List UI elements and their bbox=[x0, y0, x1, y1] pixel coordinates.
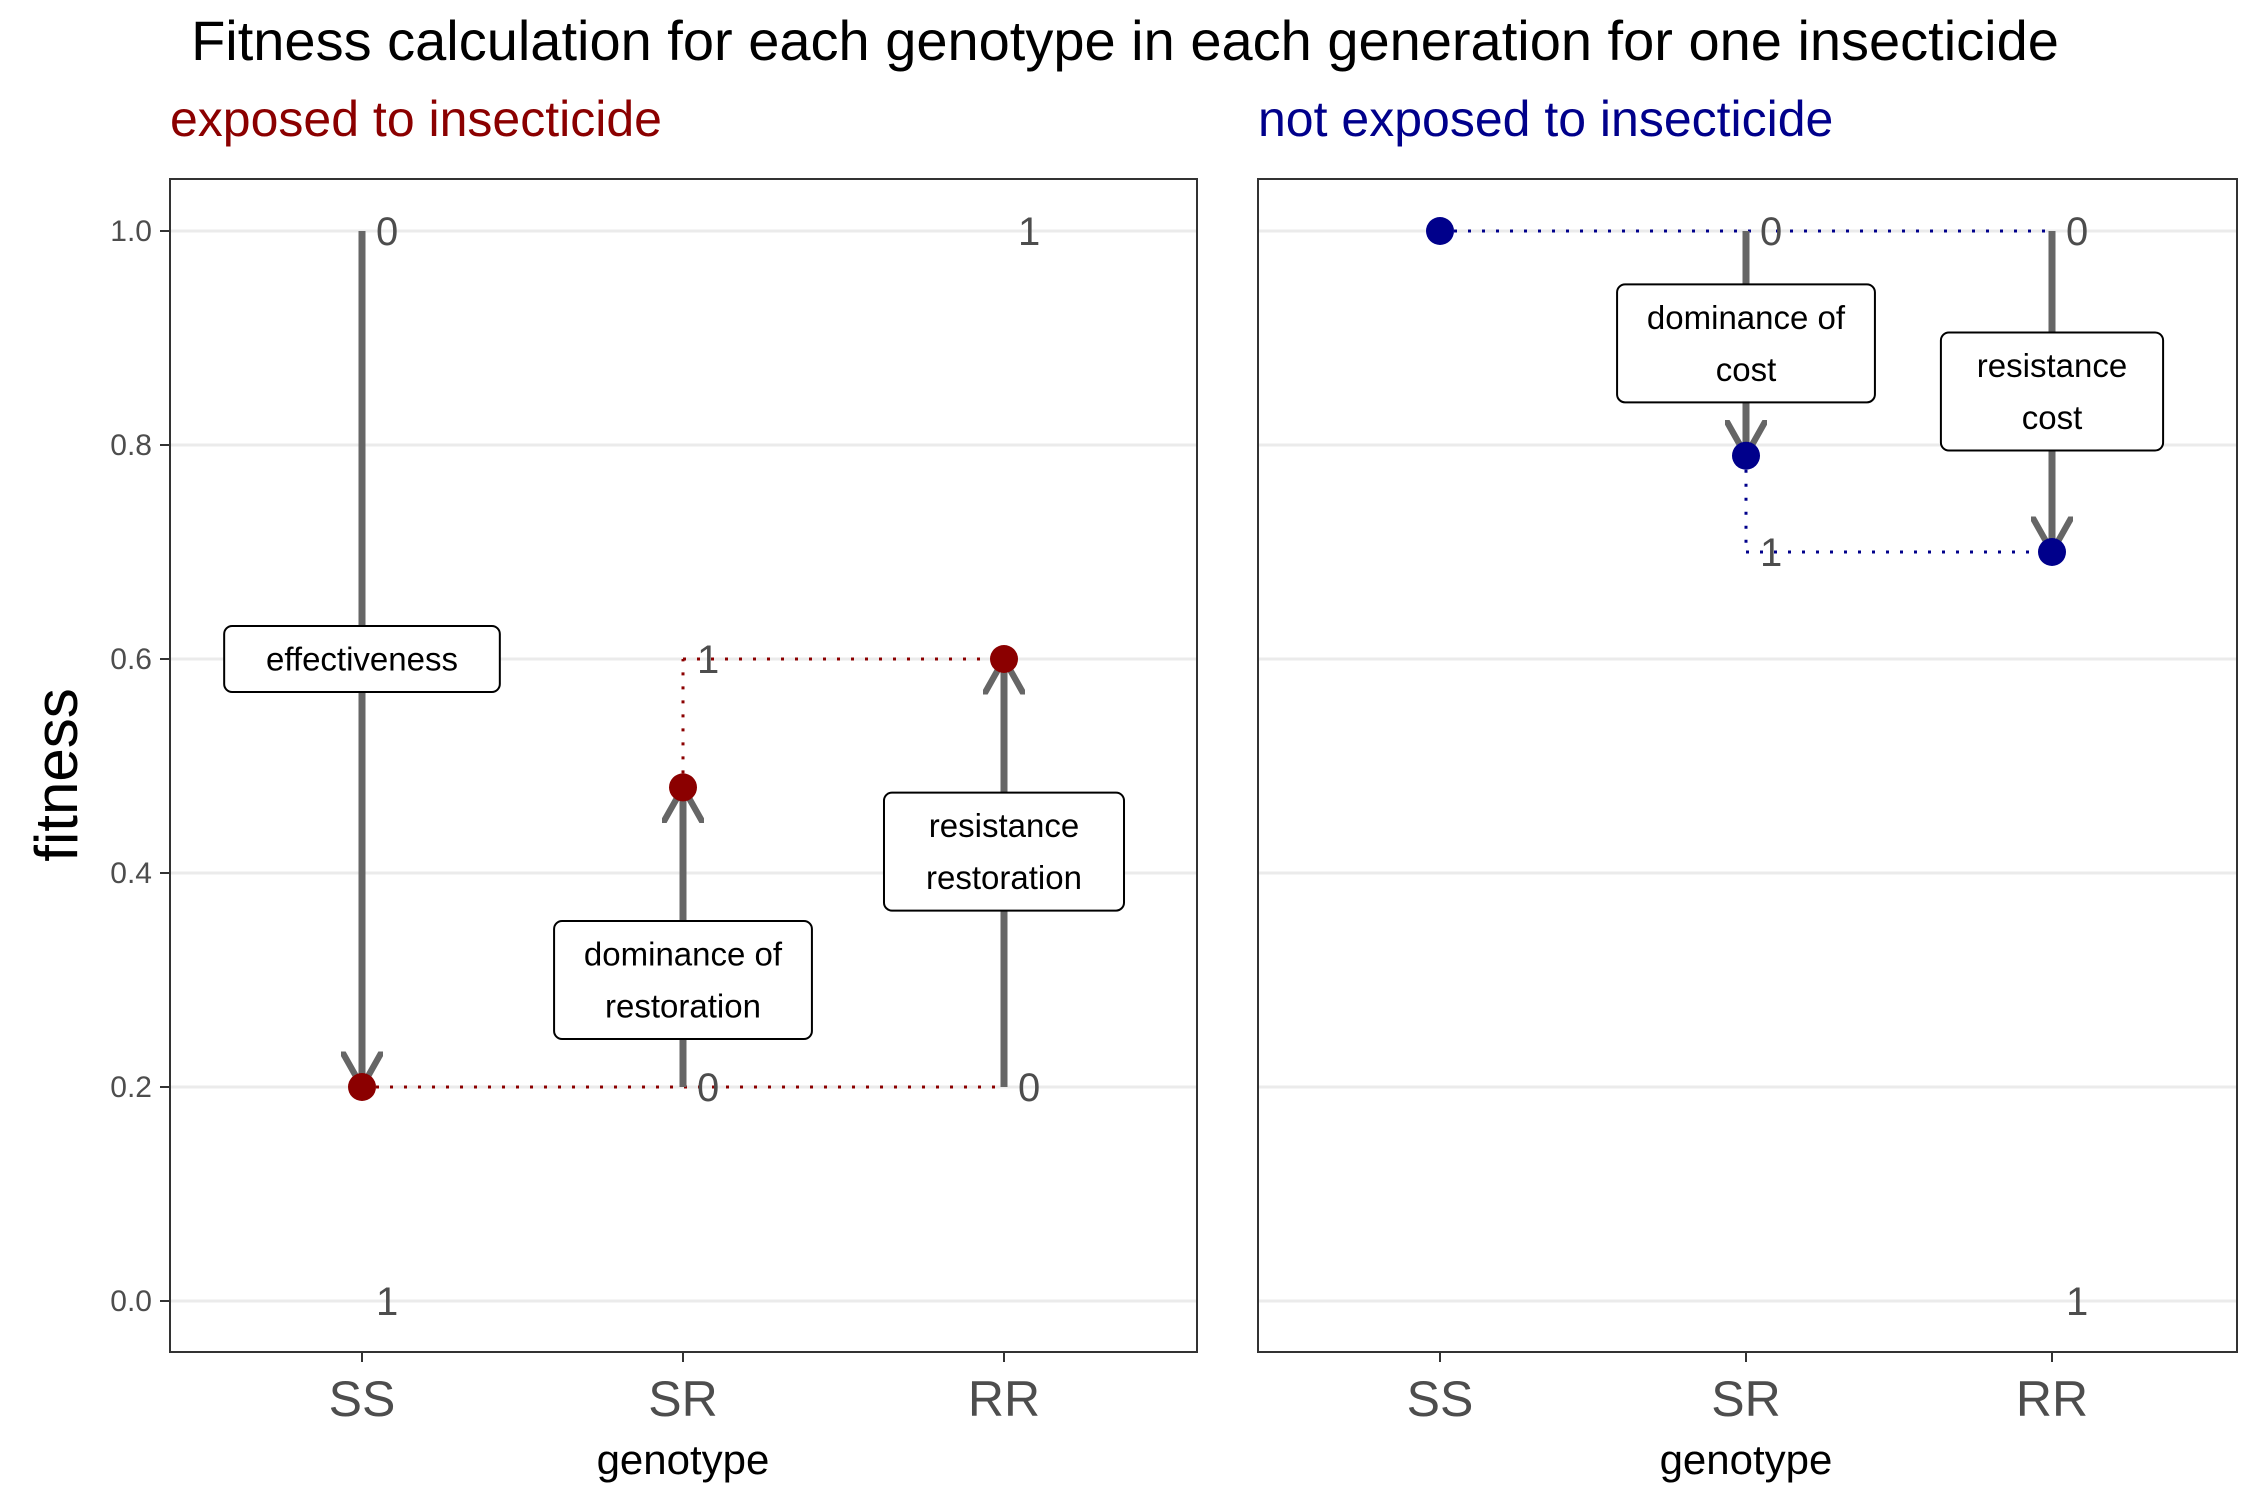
arrow-label: effectiveness bbox=[223, 625, 501, 693]
data-point bbox=[1426, 217, 1454, 245]
endpoint-label: 0 bbox=[697, 1066, 719, 1110]
label-box bbox=[1616, 283, 1876, 404]
data-point bbox=[348, 1073, 376, 1101]
arrow-label: resistance restoration bbox=[882, 791, 1126, 912]
label-box bbox=[223, 625, 501, 693]
label-text: dominance of bbox=[1647, 299, 1846, 336]
y-axis-label: fitness bbox=[23, 688, 90, 861]
x-tick-label: SS bbox=[1407, 1371, 1474, 1427]
panel-subtitle: exposed to insecticide bbox=[170, 91, 662, 147]
endpoint-label: 1 bbox=[1018, 210, 1040, 254]
label-text: resistance bbox=[1977, 347, 2127, 384]
y-tick-label: 0.4 bbox=[110, 857, 152, 890]
endpoint-label: 1 bbox=[376, 1280, 398, 1324]
data-point bbox=[1732, 441, 1760, 470]
endpoint-label: 1 bbox=[2066, 1280, 2088, 1324]
label-text: cost bbox=[2022, 399, 2083, 436]
y-tick-label: 0.0 bbox=[110, 1285, 152, 1318]
panel-border bbox=[1257, 178, 2238, 1353]
data-point bbox=[990, 645, 1018, 673]
y-tick-label: 1.0 bbox=[110, 215, 152, 248]
label-box bbox=[553, 920, 813, 1040]
label-box bbox=[1939, 331, 2165, 452]
x-tick-label: SR bbox=[1711, 1371, 1780, 1427]
endpoint-label: 0 bbox=[1018, 1066, 1040, 1110]
label-text: restoration bbox=[926, 859, 1082, 896]
arrow-label: dominance of cost bbox=[1616, 283, 1876, 404]
data-point bbox=[2038, 538, 2066, 566]
x-axis-label: genotype bbox=[1660, 1436, 1833, 1483]
endpoint-label: 1 bbox=[1760, 531, 1782, 575]
y-tick-label: 0.8 bbox=[110, 429, 152, 462]
data-point bbox=[669, 773, 697, 802]
x-axis-label: genotype bbox=[597, 1436, 770, 1483]
arrow-label: dominance of restoration bbox=[553, 920, 813, 1040]
panel-border bbox=[169, 178, 1198, 1353]
y-tick-label: 0.2 bbox=[110, 1071, 152, 1104]
endpoint-label: 0 bbox=[2066, 210, 2088, 254]
y-tick-label: 0.6 bbox=[110, 643, 152, 676]
endpoint-label: 1 bbox=[697, 638, 719, 682]
label-text: resistance bbox=[929, 807, 1079, 844]
x-tick-label: RR bbox=[2016, 1371, 2088, 1427]
label-text: cost bbox=[1716, 351, 1777, 388]
label-text: dominance of bbox=[584, 936, 783, 973]
panel-exposed: 0.0 0.2 0.4 0.6 0.8 1.0 SS SR RR genotype exposed … bbox=[110, 91, 1198, 1483]
x-tick-label: RR bbox=[968, 1371, 1040, 1427]
label-text: restoration bbox=[605, 988, 761, 1025]
x-tick-label: SS bbox=[329, 1371, 396, 1427]
arrow-label: resistance cost bbox=[1939, 331, 2165, 452]
panel-subtitle: not exposed to insecticide bbox=[1258, 91, 1833, 147]
endpoint-label: 0 bbox=[1760, 210, 1782, 254]
label-text: effectiveness bbox=[266, 641, 458, 678]
x-tick-label: SR bbox=[648, 1371, 717, 1427]
chart-title: Fitness calculation for each genotype in… bbox=[191, 9, 2059, 72]
endpoint-label: 0 bbox=[376, 210, 398, 254]
label-box bbox=[882, 791, 1126, 912]
panel-not-exposed: SS SR RR genotype not exposed to insecticide… bbox=[1257, 91, 2238, 1483]
